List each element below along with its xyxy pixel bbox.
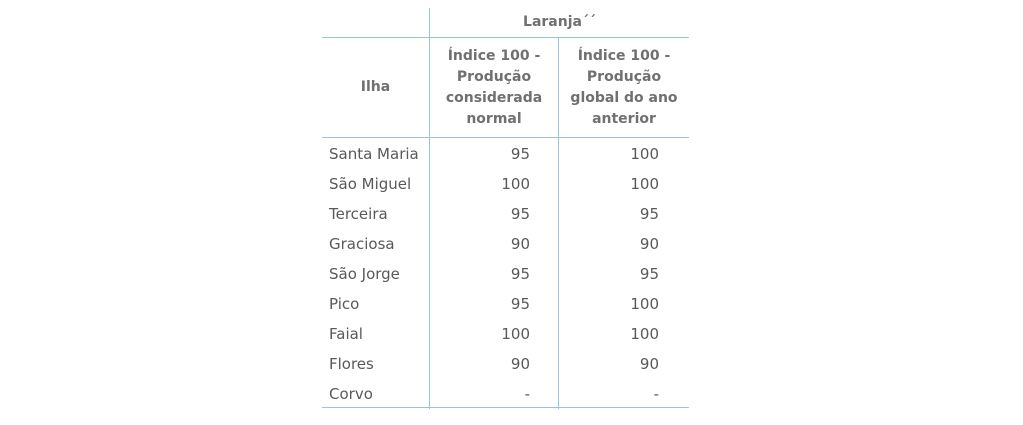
cell-normal: - xyxy=(524,385,530,403)
cell-normal: 90 xyxy=(510,355,530,373)
cell-ilha: Graciosa xyxy=(329,235,395,253)
cell-normal: 100 xyxy=(501,325,530,343)
cell-ilha: Santa Maria xyxy=(329,145,419,163)
group-header: Laranja´´ xyxy=(523,14,596,30)
cell-ilha: Corvo xyxy=(329,385,373,403)
cell-anterior: 100 xyxy=(630,295,659,313)
cell-ilha: São Miguel xyxy=(329,175,412,193)
cell-anterior: 95 xyxy=(639,205,659,223)
cell-anterior: 95 xyxy=(639,265,659,283)
cell-ilha: Flores xyxy=(329,355,374,373)
cell-normal: 100 xyxy=(501,175,530,193)
column-divider-2 xyxy=(558,38,559,409)
cell-normal: 90 xyxy=(510,235,530,253)
column-divider-1 xyxy=(429,8,430,409)
bottom-border xyxy=(322,407,689,408)
column-header-ilha: Ilha xyxy=(360,79,391,95)
cell-normal: 95 xyxy=(510,265,530,283)
cell-anterior: - xyxy=(653,385,659,403)
header-divider xyxy=(322,37,689,38)
cell-normal: 95 xyxy=(510,205,530,223)
cell-ilha: Pico xyxy=(329,295,360,313)
cell-ilha: Faial xyxy=(329,325,363,343)
cell-anterior: 100 xyxy=(630,145,659,163)
cell-anterior: 90 xyxy=(639,235,659,253)
column-header-anterior: Índice 100 - Produção global do ano ante… xyxy=(570,48,678,127)
cell-ilha: São Jorge xyxy=(329,265,400,283)
body-divider xyxy=(322,137,689,138)
cell-anterior: 100 xyxy=(630,175,659,193)
cell-ilha: Terceira xyxy=(329,205,388,223)
data-table: Laranja´´ Ilha Índice 100 - Produção con… xyxy=(322,8,689,409)
cell-normal: 95 xyxy=(510,145,530,163)
cell-normal: 95 xyxy=(510,295,530,313)
column-header-normal: Índice 100 - Produção considerada normal xyxy=(445,48,543,127)
cell-anterior: 100 xyxy=(630,325,659,343)
cell-anterior: 90 xyxy=(639,355,659,373)
